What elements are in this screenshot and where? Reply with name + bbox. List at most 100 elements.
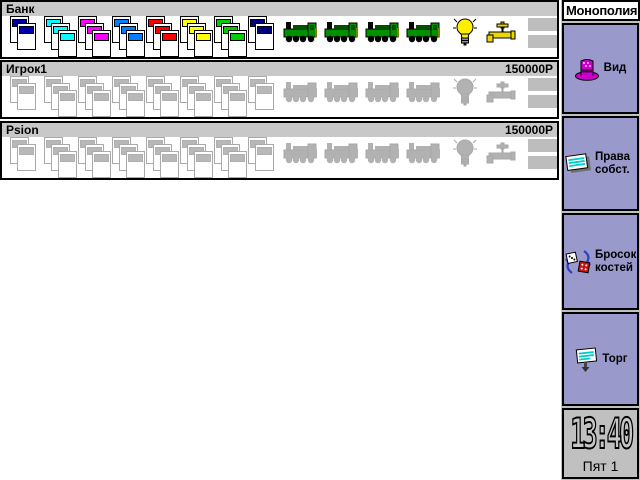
railroad-icon [324,21,358,48]
property-rights-button[interactable]: Права собст. [562,116,639,211]
railroad-icon [324,81,358,108]
railroad-icon [406,21,440,48]
property-color-bar [196,154,211,162]
property-card [255,83,274,110]
railroad-icon [283,21,317,48]
property-color-bar [230,33,245,41]
property-group-purple-group [10,16,44,57]
property-group-orange-group [112,137,146,178]
view-button[interactable]: Вид [562,23,639,114]
property-card [58,90,77,117]
property-group-red-group [146,137,180,178]
app-title: Монополия [562,0,640,21]
tap-icon [486,142,516,171]
property-color-bar [257,26,272,34]
property-card [92,90,111,117]
panel-header: Игрок1 150000Р [2,62,557,76]
panel-header: Psion 150000Р [2,123,557,137]
property-group-orange-group [112,76,146,117]
property-group-red-group [146,16,180,57]
property-card [126,90,145,117]
property-color-bar [128,93,143,101]
app-title-text: Монополия [566,3,638,18]
clock: 13:40 Пят 1 [562,408,639,479]
property-color-bar [19,86,34,94]
property-card [17,23,36,50]
bank-panel: Банк [0,0,559,59]
property-card [160,30,179,57]
property-card [17,144,36,171]
property-group-orange-group [112,16,146,57]
property-color-bar [19,147,34,155]
panel-title: Psion [6,123,39,137]
property-group-pink-group [78,137,112,178]
property-card [160,151,179,178]
property-group-yellow-group [180,16,214,57]
property-group-yellow-group [180,76,214,117]
clock-display: 13:40 [564,412,637,456]
property-group-green-group [214,16,248,57]
property-color-bar [19,26,34,34]
property-card [160,90,179,117]
property-group-light-blue-group [44,137,78,178]
property-group-dark-blue-group [248,76,282,117]
property-card [92,30,111,57]
property-card [92,151,111,178]
property-card [255,23,274,50]
property-group-purple-group [10,76,44,117]
panel-title: Игрок1 [6,62,47,76]
property-color-bar [60,93,75,101]
tap-icon [486,21,516,50]
railroad-icon [365,21,399,48]
property-card [194,30,213,57]
money-stack [528,95,557,108]
property-color-bar [162,154,177,162]
property-color-bar [60,154,75,162]
property-group-purple-group [10,137,44,178]
money-stack [528,18,557,31]
property-card [58,30,77,57]
property-card [228,30,247,57]
property-color-bar [94,154,109,162]
property-group-dark-blue-group [248,137,282,178]
money-stack [528,35,557,48]
railroad-icon [406,142,440,169]
property-color-bar [257,147,272,155]
trade-button-label: Торг [602,352,628,365]
property-group-red-group [146,76,180,117]
dice-icon [564,249,592,275]
psion-panel: Psion 150000Р [0,121,559,180]
sidebar: Монополия Вид [561,0,640,480]
property-card [194,90,213,117]
roll-dice-button-label: Бросок костей [595,248,637,274]
property-color-bar [162,33,177,41]
panel-money: 150000Р [504,62,553,76]
property-color-bar [60,33,75,41]
panel-header: Банк [2,2,557,16]
top-hat-icon [574,57,601,81]
property-group-light-blue-group [44,16,78,57]
lightbulb-icon [452,137,478,174]
railroad-icon [365,142,399,169]
lightbulb-icon [452,76,478,113]
trade-button[interactable]: Торг [562,312,639,406]
property-card [228,90,247,117]
property-color-bar [162,93,177,101]
panel-title: Банк [6,2,35,16]
view-button-label: Вид [603,62,627,75]
money-stack [528,156,557,169]
roll-dice-button[interactable]: Бросок костей [562,213,639,310]
railroad-icon [406,81,440,108]
property-card [126,151,145,178]
property-group-green-group [214,137,248,178]
clock-time: 13:40 [569,412,634,456]
property-group-pink-group [78,76,112,117]
property-rights-button-label: Права собст. [595,150,630,176]
trade-sign-icon [573,346,599,372]
property-color-bar [257,86,272,94]
property-color-bar [230,154,245,162]
railroad-icon [283,81,317,108]
bank-assets [2,16,557,57]
property-color-bar [128,154,143,162]
property-card [58,151,77,178]
